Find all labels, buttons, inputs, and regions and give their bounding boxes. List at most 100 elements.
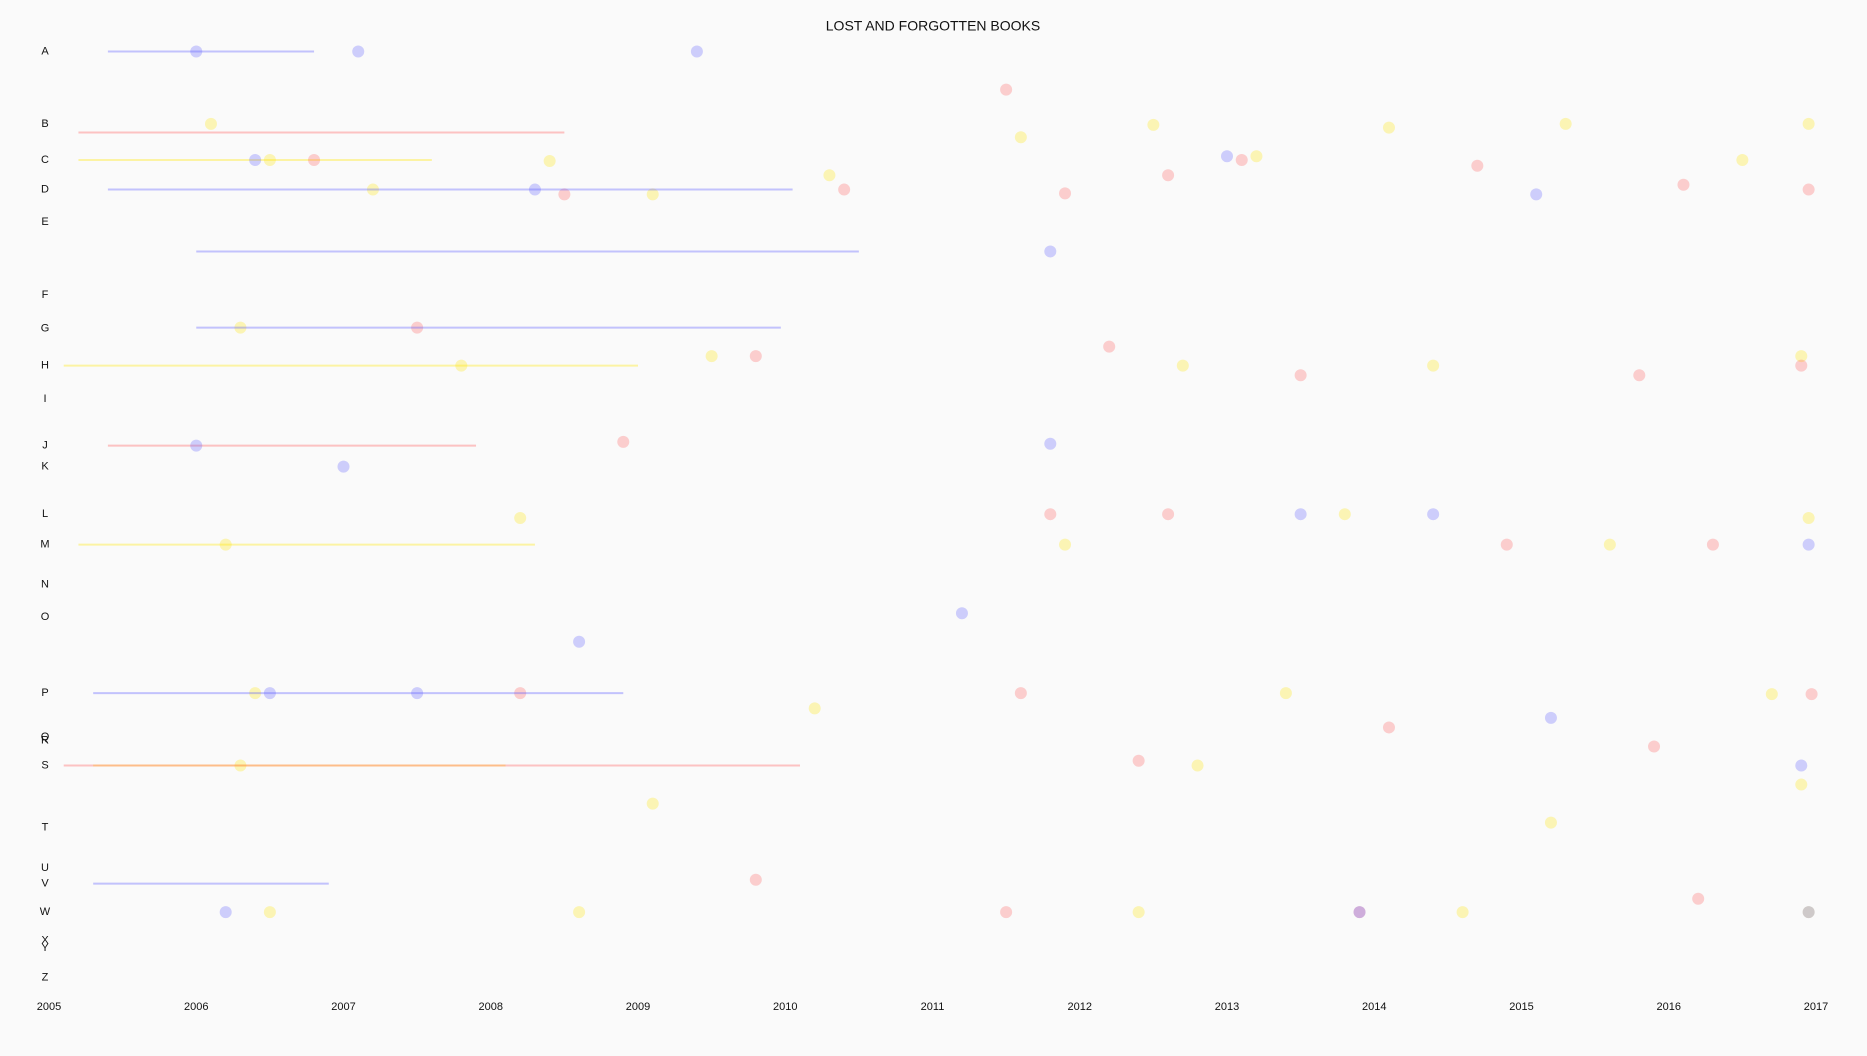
dot [1191,759,1204,772]
y-tick-label: G [41,322,50,334]
dot [1802,906,1815,919]
y-tick-label: K [41,460,49,472]
dot [1500,538,1513,551]
x-tick-label: 2010 [773,1001,797,1013]
dot [514,512,527,524]
x-tick-label: 2012 [1068,1001,1092,1013]
dot [1530,188,1543,201]
dot [823,169,836,182]
y-tick-label: H [41,360,49,372]
x-tick-label: 2015 [1509,1001,1533,1013]
dot [1382,721,1395,734]
y-tick-label: D [41,183,49,195]
dot [558,188,571,201]
dot [573,906,586,919]
dot [1677,178,1690,191]
x-tick-label: 2005 [37,1001,61,1013]
dot [1059,187,1072,200]
dot [1456,906,1469,919]
dot [1294,369,1307,382]
dot [1132,754,1145,767]
dot [263,687,276,700]
x-tick-label: 2007 [331,1001,355,1013]
dot [249,154,262,167]
dot [219,538,232,551]
dot [1802,117,1815,130]
y-tick-label: V [41,877,49,889]
y-tick-label: M [40,539,49,551]
dot [366,183,379,196]
dot [411,321,424,334]
dot [1044,508,1057,521]
dot [1176,359,1189,372]
x-tick-label: 2016 [1657,1001,1681,1013]
dot [1147,118,1160,131]
dot [1802,538,1815,551]
dot [190,45,203,58]
y-tick-label: O [41,611,50,623]
dot [514,687,527,700]
y-tick-label: B [41,118,48,130]
dot [263,906,276,919]
dot [1382,121,1395,134]
dot [1279,687,1292,700]
y-tick-label: Q [41,731,50,743]
y-tick-label: Y [41,942,49,954]
dot [543,155,556,167]
dot [1795,778,1808,791]
dot [838,183,851,196]
y-tick-label: Z [42,972,49,984]
dot [234,321,247,334]
dot [1427,508,1440,521]
dot [1044,437,1057,450]
dot [1706,538,1719,551]
dot [1544,816,1557,829]
dot [646,797,659,810]
x-tick-label: 2009 [626,1001,650,1013]
dot [705,350,718,363]
dot [1802,906,1815,919]
dot [808,702,821,715]
dot [573,635,586,648]
dot [690,45,703,58]
dot [308,154,321,167]
dot [1014,131,1027,144]
dot [1235,154,1248,167]
x-tick-label: 2006 [184,1001,208,1013]
x-tick-label: 2011 [921,1001,945,1013]
dot [1795,759,1808,772]
dot [1633,369,1646,382]
y-tick-label: X [41,935,49,947]
x-tick-label: 2014 [1362,1001,1386,1013]
dot [617,435,630,448]
dot [204,117,217,130]
dot [1294,508,1307,521]
y-tick-label: F [42,289,49,301]
dot [411,687,424,700]
dot [1221,150,1233,163]
dot [1795,359,1808,372]
y-tick-label: L [42,508,48,520]
dot [1736,154,1749,167]
dot [1353,906,1366,919]
dot [352,45,365,58]
dot [1795,350,1808,363]
dot [1059,538,1072,551]
dot [1802,183,1815,196]
x-tick-label: 2008 [479,1001,503,1013]
y-tick-label: P [41,687,48,699]
dot [1000,83,1013,96]
dot [455,359,468,372]
dot [337,460,350,473]
dot [1014,687,1027,700]
y-tick-label: W [40,906,51,918]
y-tick-label: U [41,862,49,874]
y-tick-label: I [43,393,46,405]
dot [1471,159,1484,172]
y-tick-label: J [42,440,48,452]
dot [1338,508,1351,521]
y-tick-label: A [41,45,49,57]
dot [1692,892,1705,905]
